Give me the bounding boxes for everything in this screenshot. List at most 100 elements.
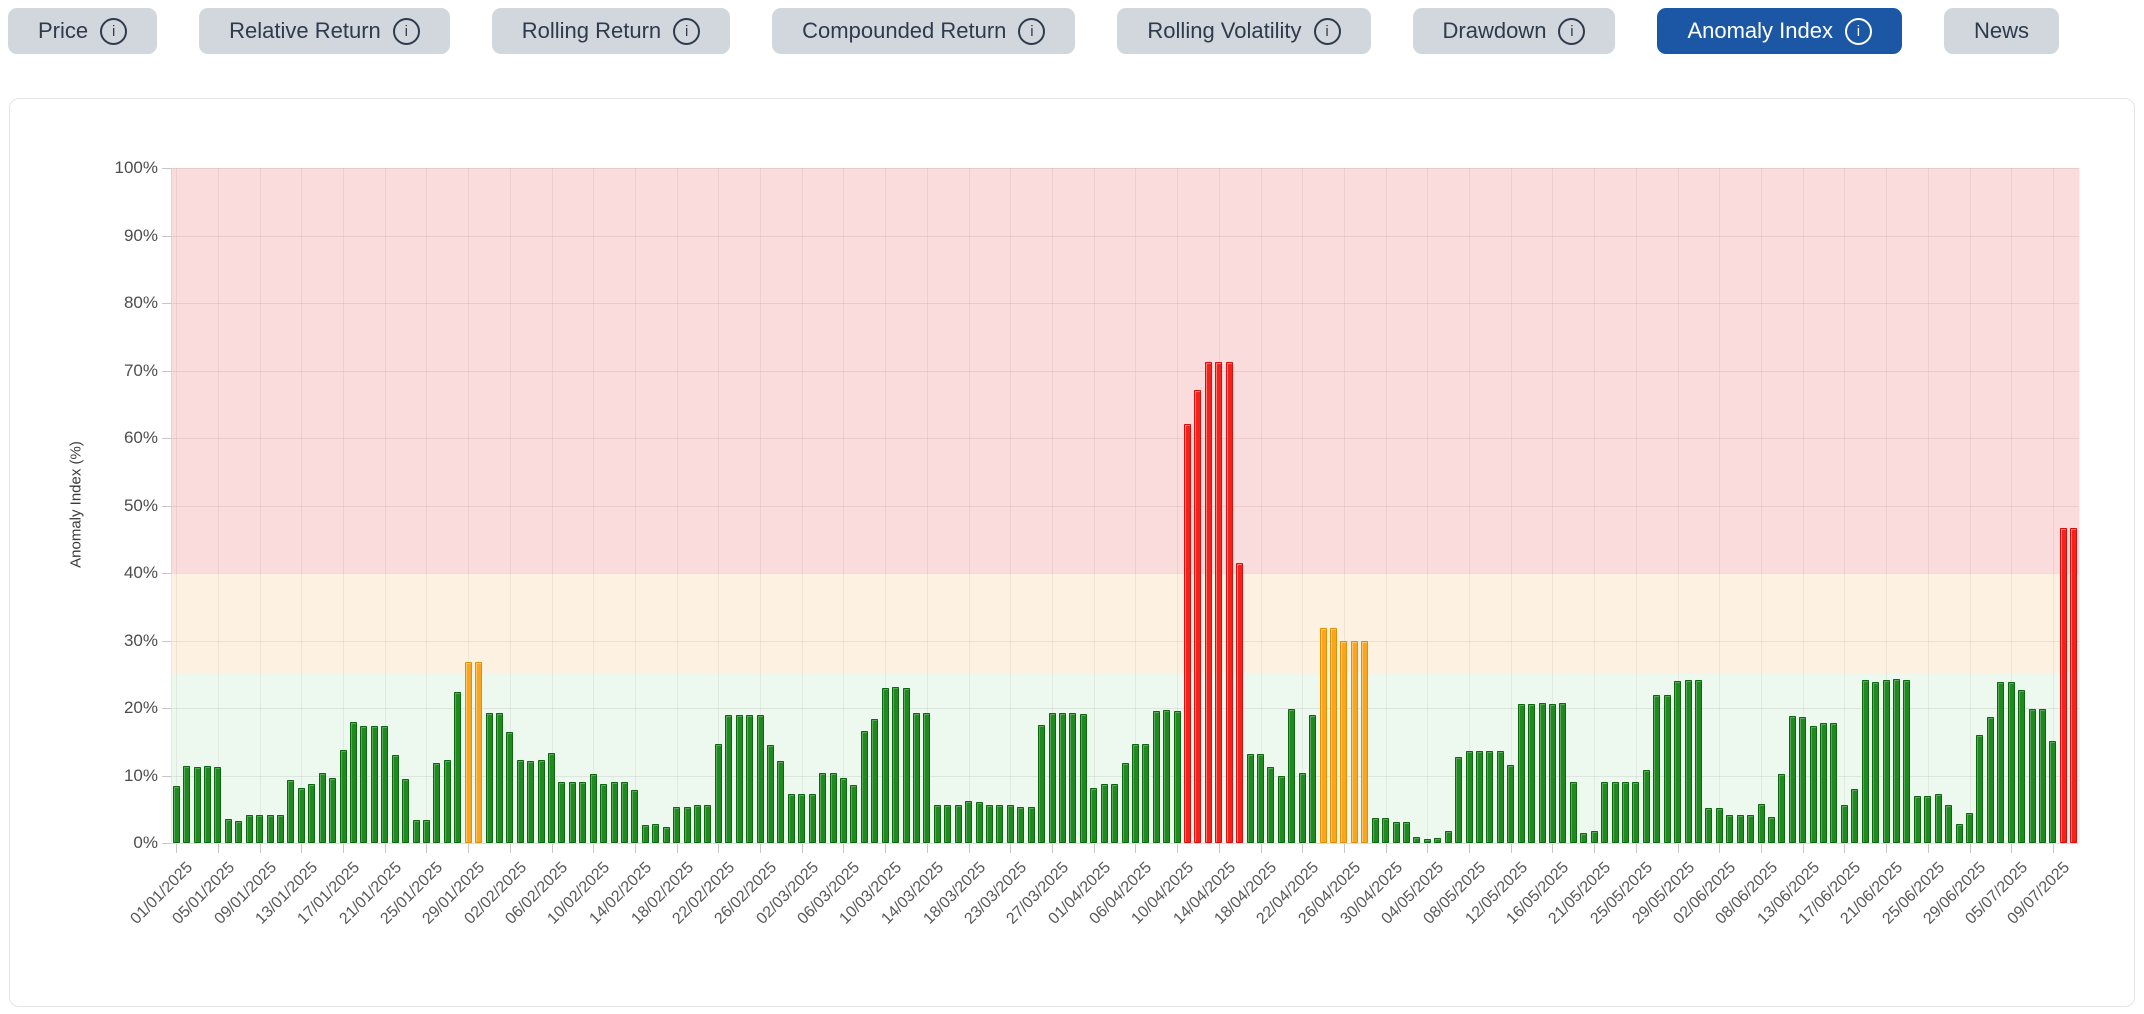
bar[interactable] <box>1809 726 1817 843</box>
bar[interactable] <box>756 715 764 843</box>
bar[interactable] <box>1861 680 1869 843</box>
bar[interactable] <box>1694 680 1702 843</box>
bar[interactable] <box>1580 832 1588 843</box>
tab-rolling-return[interactable]: Rolling Return i <box>491 8 731 54</box>
bar[interactable] <box>568 781 576 843</box>
bar[interactable] <box>1778 774 1786 843</box>
bar[interactable] <box>297 787 305 843</box>
bar[interactable] <box>954 805 962 843</box>
bar[interactable] <box>589 774 597 843</box>
bar[interactable] <box>1496 751 1504 843</box>
bar[interactable] <box>349 722 357 843</box>
info-icon[interactable]: i <box>1844 17 1872 45</box>
tab-news[interactable]: News <box>1943 8 2059 54</box>
bar[interactable] <box>1194 390 1202 843</box>
bar[interactable] <box>360 726 368 843</box>
bar[interactable] <box>1121 763 1129 843</box>
bar[interactable] <box>172 786 180 843</box>
bar[interactable] <box>1184 423 1192 843</box>
bar[interactable] <box>1486 751 1494 843</box>
tab-price[interactable]: Price i <box>8 8 158 54</box>
bar[interactable] <box>1913 795 1921 843</box>
tab-rolling-volatility[interactable]: Rolling Volatility i <box>1117 8 1371 54</box>
bar[interactable] <box>1236 562 1244 843</box>
bar[interactable] <box>412 820 420 843</box>
bar[interactable] <box>1330 627 1338 843</box>
info-icon[interactable]: i <box>392 17 420 45</box>
bar[interactable] <box>1611 781 1619 843</box>
bar[interactable] <box>787 793 795 843</box>
bar[interactable] <box>1997 681 2005 843</box>
bar[interactable] <box>819 773 827 843</box>
bar[interactable] <box>985 805 993 843</box>
bar[interactable] <box>996 805 1004 843</box>
bar[interactable] <box>871 718 879 843</box>
bar[interactable] <box>662 827 670 843</box>
bar[interactable] <box>308 783 316 843</box>
bar[interactable] <box>1465 751 1473 843</box>
bar[interactable] <box>1163 710 1171 843</box>
bar[interactable] <box>1882 680 1890 843</box>
bar[interactable] <box>1548 703 1556 843</box>
bar[interactable] <box>1371 818 1379 843</box>
bar[interactable] <box>1444 830 1452 843</box>
bar[interactable] <box>1475 751 1483 843</box>
bar[interactable] <box>579 781 587 843</box>
bar[interactable] <box>1684 680 1692 843</box>
bar[interactable] <box>1027 807 1035 843</box>
bar[interactable] <box>1903 679 1911 843</box>
bar[interactable] <box>746 714 754 843</box>
bar[interactable] <box>1893 678 1901 843</box>
bar[interactable] <box>516 759 524 843</box>
bar[interactable] <box>1736 815 1744 843</box>
tab-relative-return[interactable]: Relative Return i <box>199 8 450 54</box>
bar[interactable] <box>1111 783 1119 843</box>
bar[interactable] <box>2059 527 2067 843</box>
info-icon[interactable]: i <box>673 17 701 45</box>
bar[interactable] <box>422 820 430 843</box>
bar[interactable] <box>318 772 326 843</box>
bar[interactable] <box>1559 703 1567 843</box>
bar[interactable] <box>1309 714 1317 843</box>
bar[interactable] <box>256 815 264 843</box>
bar[interactable] <box>1507 764 1515 843</box>
bar[interactable] <box>735 715 743 843</box>
bar[interactable] <box>454 692 462 843</box>
bar[interactable] <box>777 760 785 843</box>
bar[interactable] <box>1100 783 1108 843</box>
bar[interactable] <box>1350 641 1358 843</box>
bar[interactable] <box>694 805 702 843</box>
bar[interactable] <box>1215 361 1223 843</box>
bar[interactable] <box>381 726 389 843</box>
bar[interactable] <box>600 783 608 843</box>
bar[interactable] <box>1403 822 1410 843</box>
bar[interactable] <box>2007 682 2015 843</box>
bar[interactable] <box>1152 710 1160 843</box>
bar[interactable] <box>2028 709 2036 843</box>
bar[interactable] <box>1747 815 1755 843</box>
bar[interactable] <box>860 730 868 843</box>
bar[interactable] <box>443 759 451 843</box>
bar[interactable] <box>1319 627 1327 843</box>
bar[interactable] <box>902 687 910 843</box>
bar[interactable] <box>1173 710 1181 843</box>
bar[interactable] <box>1715 807 1723 843</box>
bar[interactable] <box>975 801 983 843</box>
bar[interactable] <box>1757 803 1765 843</box>
bar[interactable] <box>704 805 712 843</box>
bar[interactable] <box>1642 770 1650 843</box>
bar[interactable] <box>370 726 378 843</box>
bar[interactable] <box>1131 744 1139 843</box>
bar[interactable] <box>183 766 191 843</box>
info-icon[interactable]: i <box>1018 17 1046 45</box>
bar[interactable] <box>1246 753 1254 843</box>
bar[interactable] <box>839 778 847 843</box>
bar[interactable] <box>1945 805 1953 843</box>
bar[interactable] <box>1924 795 1932 843</box>
bar[interactable] <box>1830 722 1838 843</box>
bar[interactable] <box>1392 822 1400 843</box>
bar[interactable] <box>527 760 535 843</box>
bar[interactable] <box>1267 767 1275 843</box>
bar[interactable] <box>1340 641 1348 843</box>
bar[interactable] <box>1705 807 1713 843</box>
